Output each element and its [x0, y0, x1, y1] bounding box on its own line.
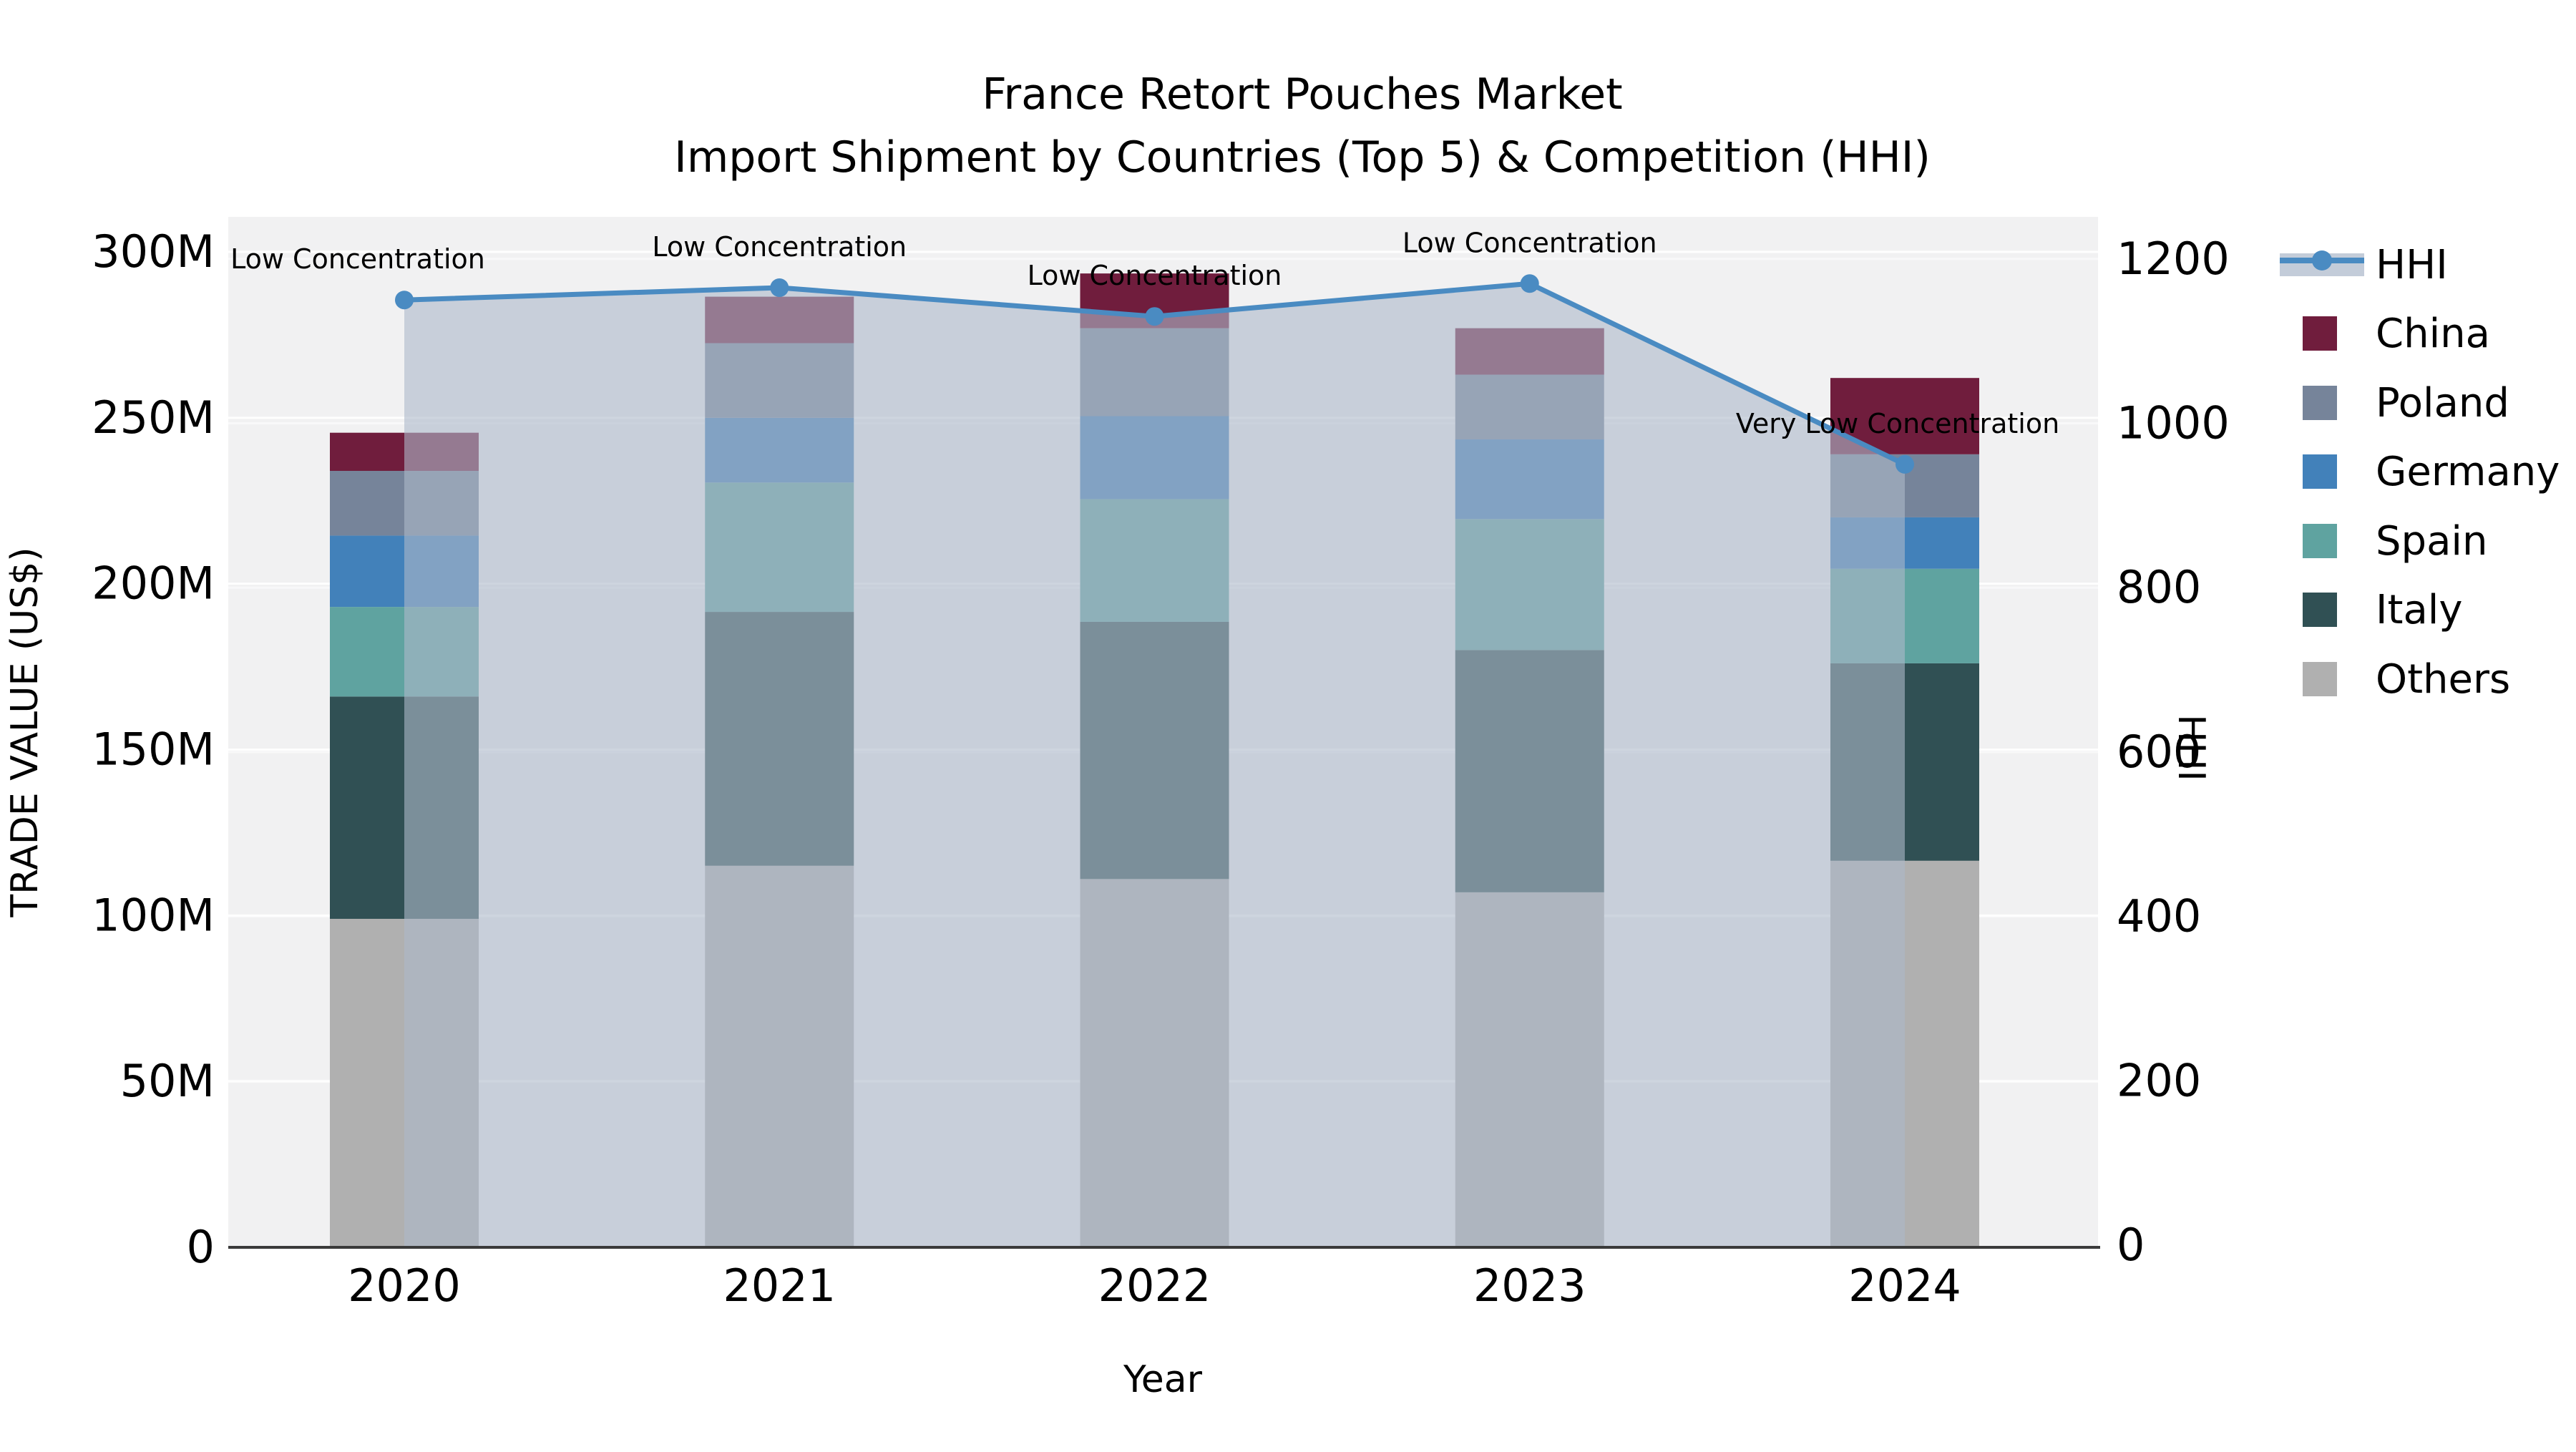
- legend-label-germany: Germany: [2376, 449, 2560, 495]
- y-right-tick-1000: 1000: [2117, 397, 2230, 449]
- y-left-tick-150M: 150M: [92, 723, 215, 775]
- x-tick-2020: 2020: [348, 1259, 461, 1312]
- annotation-2024: Very Low Concentration: [1736, 408, 2059, 439]
- legend-item-china: China: [2303, 311, 2490, 357]
- y-left-tick-200M: 200M: [92, 557, 215, 610]
- annotation-2020: Low Concentration: [230, 243, 485, 275]
- legend: HHI China Poland Germany Spain Italy Others: [2280, 242, 2560, 703]
- hhi-line-group: [395, 274, 1914, 474]
- x-axis-ticks: 2020 2021 2022 2023 2024: [348, 1259, 1961, 1312]
- annotation-2022: Low Concentration: [1028, 260, 1282, 291]
- y-axis-right-title: HHI: [2170, 714, 2212, 781]
- y-left-tick-0: 0: [187, 1221, 215, 1273]
- hhi-area-polygon: [404, 283, 1905, 1247]
- x-tick-2024: 2024: [1848, 1259, 1961, 1312]
- legend-swatch-germany: [2303, 454, 2337, 489]
- y-axis-left-title: TRADE VALUE (US$): [4, 547, 47, 917]
- x-tick-2023: 2023: [1473, 1259, 1586, 1312]
- chart-title-line2: Import Shipment by Countries (Top 5) & C…: [674, 132, 1931, 182]
- y-left-tick-50M: 50M: [120, 1055, 215, 1107]
- hhi-marker-2024: [1896, 454, 1914, 474]
- x-axis-title: Year: [1123, 1358, 1203, 1401]
- y-right-tick-800: 800: [2117, 561, 2201, 613]
- y-right-tick-400: 400: [2117, 890, 2201, 942]
- legend-item-italy: Italy: [2303, 587, 2463, 633]
- legend-item-hhi: HHI: [2280, 242, 2448, 288]
- y-axis-left-ticks: 0 50M 100M 150M 200M 250M 300M: [92, 225, 215, 1273]
- hhi-marker-2021: [770, 278, 789, 297]
- legend-swatch-china: [2303, 316, 2337, 351]
- legend-hhi-marker-icon: [2312, 250, 2332, 271]
- legend-swatch-others: [2303, 662, 2337, 696]
- legend-label-hhi: HHI: [2376, 242, 2448, 288]
- y-right-tick-600: 600: [2117, 726, 2201, 778]
- x-tick-2021: 2021: [723, 1259, 836, 1312]
- legend-item-others: Others: [2303, 656, 2510, 703]
- legend-swatch-spain: [2303, 524, 2337, 558]
- y-right-tick-1200: 1200: [2117, 233, 2230, 285]
- legend-label-spain: Spain: [2376, 518, 2487, 565]
- annotation-2023: Low Concentration: [1402, 227, 1657, 258]
- hhi-marker-2023: [1520, 274, 1539, 293]
- legend-label-italy: Italy: [2376, 587, 2463, 633]
- hhi-area-fill: [404, 283, 1905, 1247]
- y-left-tick-300M: 300M: [92, 225, 215, 278]
- legend-label-others: Others: [2376, 656, 2510, 703]
- hhi-marker-2020: [395, 291, 414, 310]
- legend-item-germany: Germany: [2303, 449, 2560, 495]
- y-left-tick-100M: 100M: [92, 889, 215, 941]
- y-axis-right-ticks: 0 200 400 600 800 1000 1200: [2117, 233, 2230, 1271]
- legend-swatch-poland: [2303, 386, 2337, 420]
- chart-title-line1: France Retort Pouches Market: [982, 69, 1622, 120]
- legend-label-poland: Poland: [2376, 380, 2509, 427]
- legend-item-poland: Poland: [2303, 380, 2509, 427]
- legend-label-china: China: [2376, 311, 2490, 357]
- x-tick-2022: 2022: [1098, 1259, 1211, 1312]
- annotations-group: Low Concentration Low Concentration Low Co…: [230, 227, 2059, 439]
- y-left-tick-250M: 250M: [92, 391, 215, 444]
- y-right-tick-0: 0: [2117, 1219, 2145, 1271]
- y-right-tick-200: 200: [2117, 1054, 2201, 1106]
- annotation-2021: Low Concentration: [652, 231, 907, 263]
- legend-item-spain: Spain: [2303, 518, 2487, 565]
- hhi-marker-2022: [1145, 307, 1164, 326]
- legend-swatch-italy: [2303, 593, 2337, 627]
